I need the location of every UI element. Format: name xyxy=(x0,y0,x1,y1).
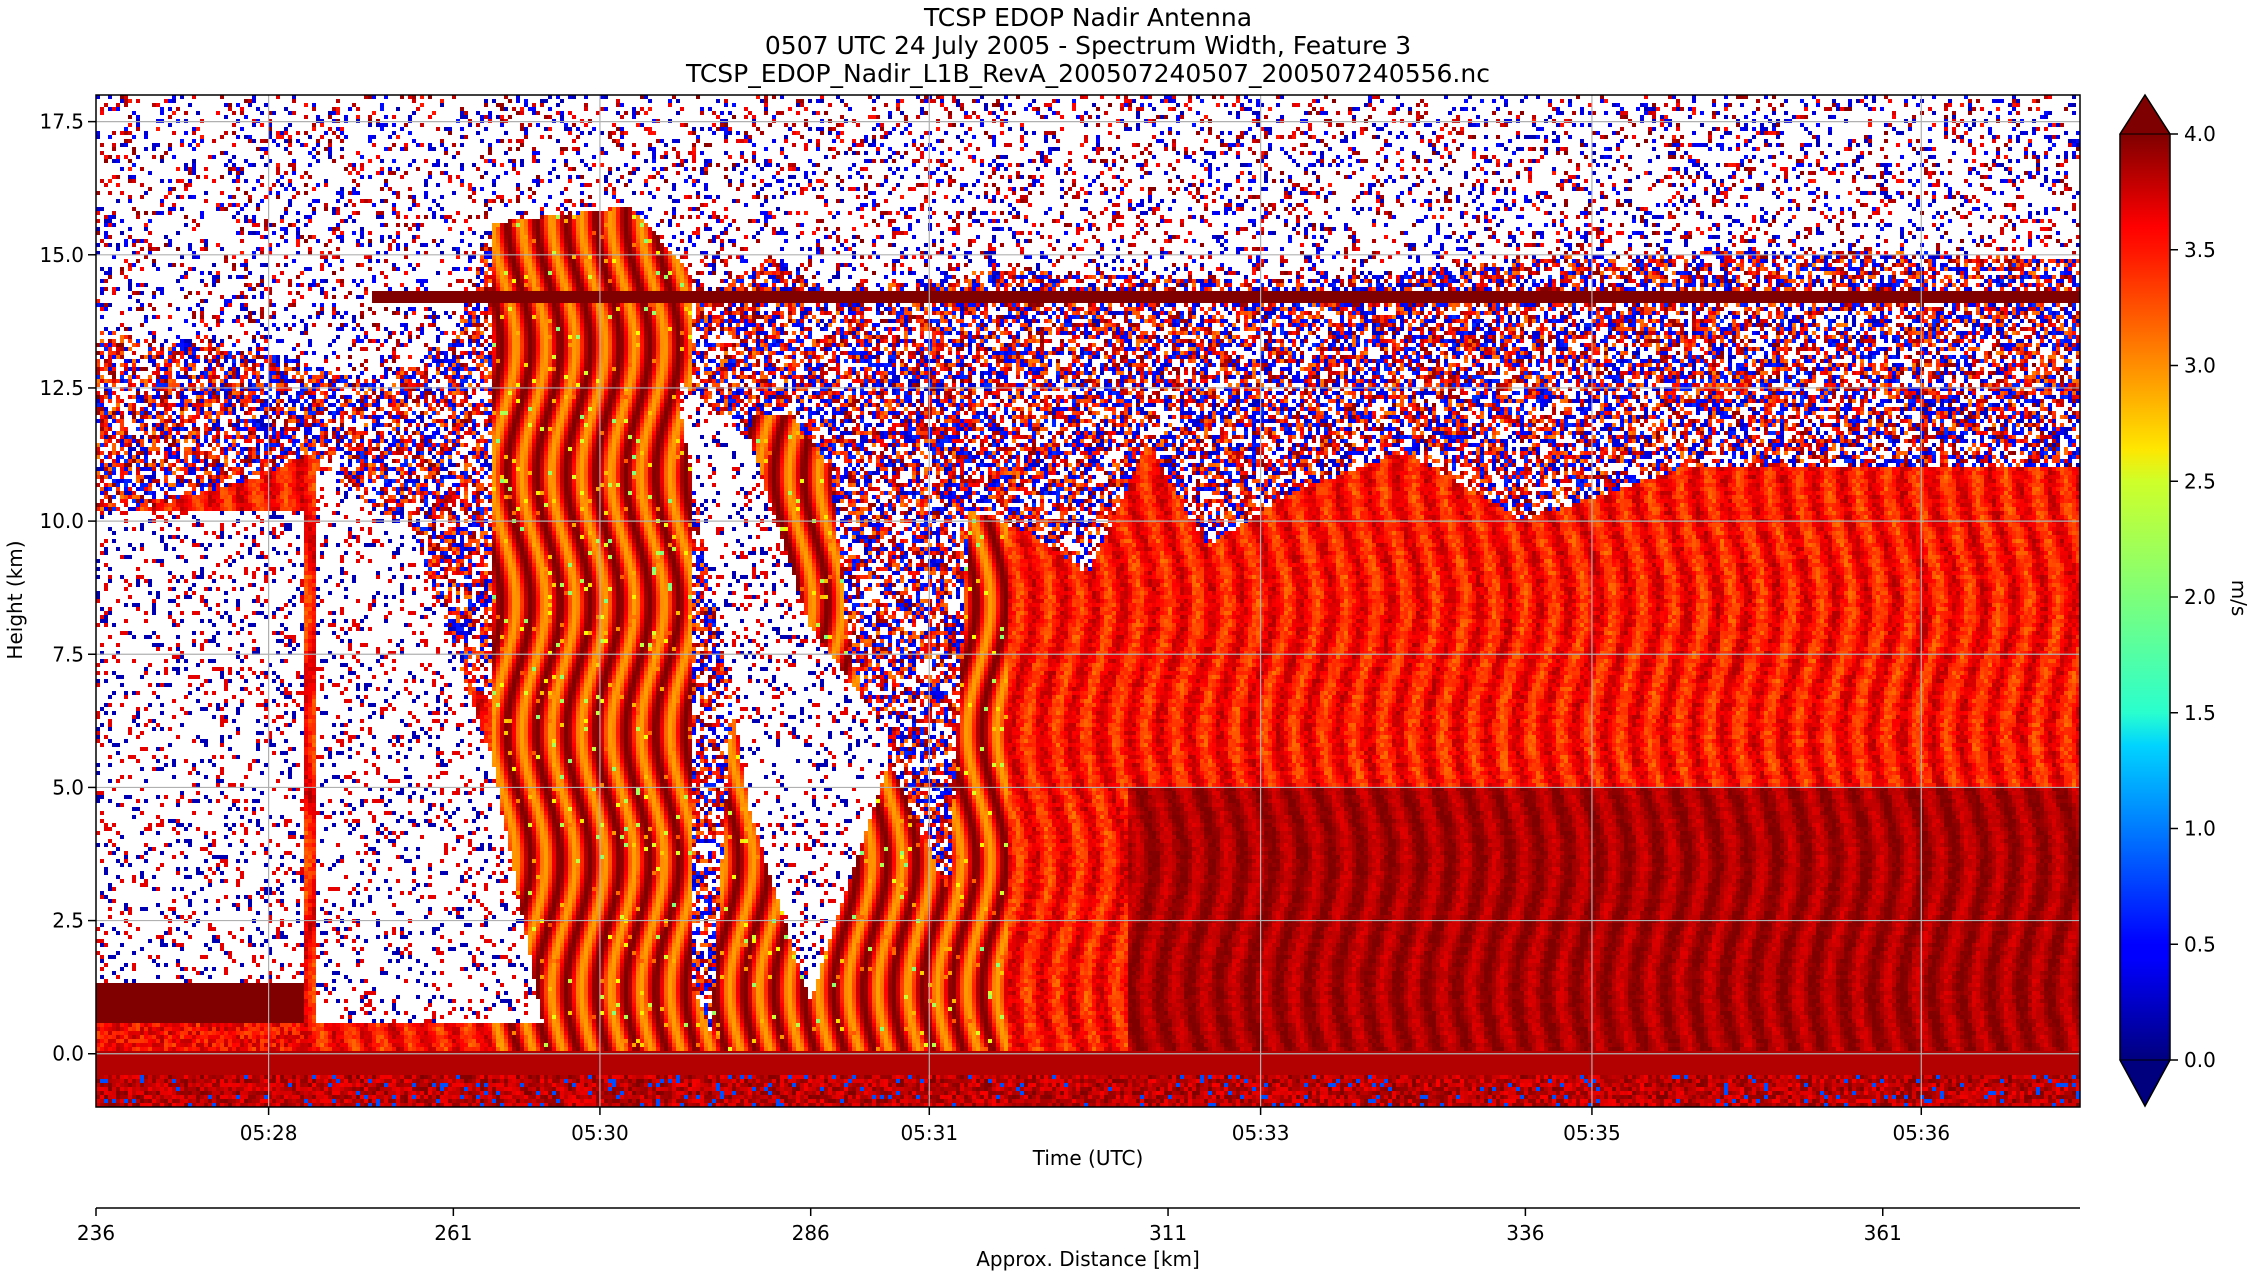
colorbar-tick-label: 0.0 xyxy=(2184,1048,2216,1072)
x-tick-label: 05:36 xyxy=(1892,1121,1950,1145)
colorbar-tick-label: 2.5 xyxy=(2184,469,2216,493)
colorbar-tick-label: 2.0 xyxy=(2184,585,2216,609)
x-tick-label: 05:33 xyxy=(1232,1121,1290,1145)
y-tick-label: 2.5 xyxy=(52,909,84,933)
colorbar-extend-max xyxy=(2119,94,2171,135)
chart-title-line-3: TCSP_EDOP_Nadir_L1B_RevA_200507240507_20… xyxy=(685,59,1490,88)
colorbar-extend-min xyxy=(2119,1059,2171,1108)
colorbar-tick-label: 4.0 xyxy=(2184,122,2216,146)
x-tick-label: 05:28 xyxy=(240,1121,298,1145)
chart-title-line-1: TCSP EDOP Nadir Antenna xyxy=(923,3,1252,32)
x-axis: 05:28 05:30 05:31 05:33 05:35 05:36 xyxy=(240,1107,1950,1145)
distance-tick-label: 361 xyxy=(1864,1221,1902,1245)
colorbar-ticks: 0.0 0.5 1.0 1.5 2.0 2.5 3.0 3.5 4.0 xyxy=(2170,122,2216,1072)
colorbar-tick-label: 1.0 xyxy=(2184,817,2216,841)
heatmap-image xyxy=(96,95,2080,1107)
distance-tick-label: 336 xyxy=(1506,1221,1544,1245)
x-tick-label: 05:35 xyxy=(1563,1121,1621,1145)
x-axis-label: Time (UTC) xyxy=(1032,1146,1144,1170)
distance-axis-label: Approx. Distance [km] xyxy=(976,1247,1200,1271)
y-tick-label: 12.5 xyxy=(39,376,84,400)
colorbar-tick-label: 3.5 xyxy=(2184,238,2216,262)
colorbar-label: m/s xyxy=(2227,580,2250,617)
y-tick-label: 10.0 xyxy=(39,509,84,533)
distance-tick-label: 261 xyxy=(434,1221,472,1245)
y-axis-label: Height (km) xyxy=(3,540,27,659)
distance-axis: 236 261 286 311 336 361 xyxy=(77,1208,1902,1245)
y-tick-label: 15.0 xyxy=(39,243,84,267)
colorbar-gradient xyxy=(2120,134,2170,1060)
chart-title-line-2: 0507 UTC 24 July 2005 - Spectrum Width, … xyxy=(765,31,1411,60)
plot-area xyxy=(96,95,2080,1107)
distance-tick-label: 311 xyxy=(1149,1221,1187,1245)
y-tick-label: 5.0 xyxy=(52,775,84,799)
x-tick-label: 05:31 xyxy=(900,1121,958,1145)
colorbar-tick-label: 1.5 xyxy=(2184,701,2216,725)
x-tick-label: 05:30 xyxy=(571,1121,629,1145)
y-tick-label: 0.0 xyxy=(52,1042,84,1066)
y-axis: 0.0 2.5 5.0 7.5 10.0 12.5 15.0 17.5 xyxy=(39,110,96,1066)
plot-frame xyxy=(95,94,2081,1108)
y-tick-label: 17.5 xyxy=(39,110,84,134)
grid-lines xyxy=(96,95,2080,1107)
distance-tick-label: 236 xyxy=(77,1221,115,1245)
distance-tick-label: 286 xyxy=(792,1221,830,1245)
y-tick-label: 7.5 xyxy=(52,642,84,666)
colorbar: 0.0 0.5 1.0 1.5 2.0 2.5 3.0 3.5 4.0 m/s xyxy=(2119,93,2250,1108)
colorbar-tick-label: 0.5 xyxy=(2184,932,2216,956)
colorbar-tick-label: 3.0 xyxy=(2184,354,2216,378)
spectrum-width-field xyxy=(96,95,2080,1107)
